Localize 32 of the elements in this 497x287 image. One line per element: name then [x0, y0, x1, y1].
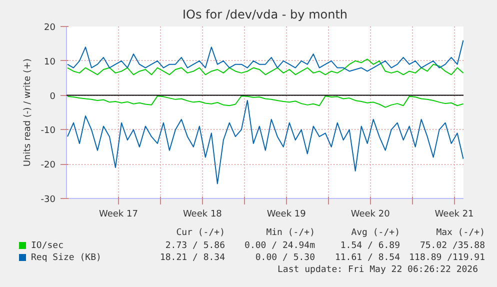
legend-label: Req Size (KB)	[31, 252, 102, 265]
text: Last update: Fri May 22 06:26:22 2026	[278, 264, 478, 277]
y-tick-label: 0	[50, 92, 56, 102]
chart-title: IOs for /dev/vda - by month	[182, 8, 348, 22]
x-tick-label: Week 21	[434, 210, 474, 220]
line-series	[67, 40, 464, 72]
text: 1.54 / 6.89	[340, 241, 400, 251]
text: 118.89 /119.91	[409, 253, 485, 263]
x-tick-label: Week 20	[350, 210, 390, 220]
y-tick-label: -30	[40, 195, 56, 205]
text: 75.02 /35.88	[420, 241, 485, 251]
text: 0.00 / 24.94m	[244, 241, 315, 251]
text: Min (-/+)	[266, 228, 315, 238]
x-tick-label: Week 18	[182, 210, 222, 220]
text: 11.61 / 8.54	[334, 253, 400, 263]
text: 2.73 / 5.86	[164, 240, 225, 253]
text: 18.21 / 8.34	[158, 252, 225, 265]
y-tick-label: 20	[44, 23, 56, 33]
y-tick-label: -20	[40, 160, 56, 171]
x-tick-label: Week 19	[266, 210, 306, 220]
y-tick-label: -10	[40, 126, 56, 136]
y-tick-label: 10	[44, 57, 56, 68]
line-series	[67, 100, 464, 184]
y-axis-title: Units read (-) / write (+)	[22, 58, 33, 167]
x-tick-label: Week 17	[98, 210, 138, 220]
text: 0.00 / 5.30	[255, 253, 315, 263]
line-series	[67, 58, 464, 76]
text: Avg (-/+)	[351, 228, 400, 238]
text: Cur (-/+)	[175, 227, 225, 240]
legend-label: IO/sec	[31, 240, 64, 253]
line-series	[67, 95, 464, 108]
text: Max (-/+)	[436, 228, 485, 238]
